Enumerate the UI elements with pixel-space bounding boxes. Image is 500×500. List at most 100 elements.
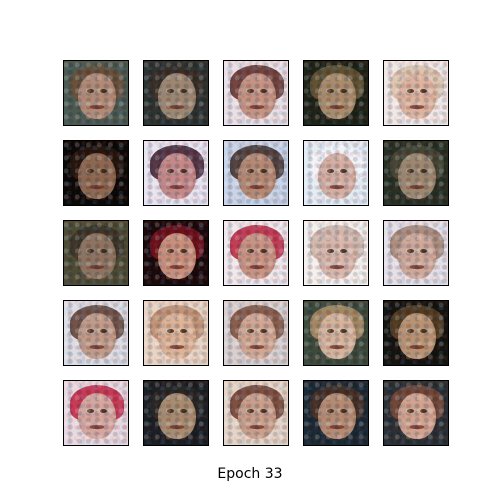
face-shape xyxy=(158,233,196,279)
face-shape xyxy=(238,153,276,199)
mouth-shape xyxy=(410,265,424,269)
gan-noise-overlay xyxy=(384,221,448,285)
face-shape xyxy=(318,153,356,199)
left-eye xyxy=(327,249,334,253)
right-eye xyxy=(180,169,187,173)
right-eye xyxy=(420,409,427,413)
right-eye xyxy=(340,409,347,413)
left-eye xyxy=(407,329,414,333)
epoch-caption: Epoch 33 xyxy=(217,466,283,482)
mouth-shape xyxy=(330,345,344,349)
gan-noise-overlay xyxy=(304,301,368,365)
mouth-shape xyxy=(330,105,344,109)
face-shape xyxy=(78,153,116,199)
face-shape xyxy=(158,153,196,199)
gan-noise-overlay xyxy=(144,141,208,205)
generated-image-tile xyxy=(303,300,369,366)
generated-image-tile xyxy=(143,220,209,286)
gan-noise-overlay xyxy=(304,141,368,205)
mouth-shape xyxy=(410,425,424,429)
gan-noise-overlay xyxy=(224,301,288,365)
gan-noise-overlay xyxy=(384,141,448,205)
generated-image-tile xyxy=(303,60,369,126)
right-eye xyxy=(260,409,267,413)
left-eye xyxy=(167,169,174,173)
left-eye xyxy=(247,329,254,333)
mouth-shape xyxy=(170,185,184,189)
left-eye xyxy=(327,329,334,333)
gan-noise-overlay xyxy=(64,221,128,285)
gan-noise-overlay xyxy=(144,381,208,445)
face-shape xyxy=(158,313,196,359)
generated-image-tile xyxy=(63,300,129,366)
right-eye xyxy=(340,169,347,173)
right-eye xyxy=(100,249,107,253)
gan-noise-overlay xyxy=(144,221,208,285)
face-shape xyxy=(398,233,436,279)
generated-image-tile xyxy=(143,300,209,366)
right-eye xyxy=(420,329,427,333)
gan-noise-overlay xyxy=(144,61,208,125)
gan-noise-overlay xyxy=(64,381,128,445)
left-eye xyxy=(407,249,414,253)
mouth-shape xyxy=(330,185,344,189)
gan-noise-overlay xyxy=(224,61,288,125)
generated-image-tile xyxy=(383,220,449,286)
face-shape xyxy=(318,73,356,119)
face-shape xyxy=(78,233,116,279)
generated-image-tile xyxy=(383,300,449,366)
gan-noise-overlay xyxy=(304,381,368,445)
face-shape xyxy=(158,393,196,439)
mouth-shape xyxy=(170,345,184,349)
left-eye xyxy=(167,249,174,253)
generated-image-tile xyxy=(63,140,129,206)
mouth-shape xyxy=(90,265,104,269)
gan-noise-overlay xyxy=(224,381,288,445)
generated-image-tile xyxy=(223,220,289,286)
right-eye xyxy=(340,329,347,333)
right-eye xyxy=(180,409,187,413)
right-eye xyxy=(260,89,267,93)
right-eye xyxy=(260,329,267,333)
face-shape xyxy=(238,73,276,119)
gan-noise-overlay xyxy=(64,301,128,365)
left-eye xyxy=(87,89,94,93)
left-eye xyxy=(87,329,94,333)
gan-noise-overlay xyxy=(304,221,368,285)
generated-image-tile xyxy=(63,380,129,446)
mouth-shape xyxy=(410,105,424,109)
mouth-shape xyxy=(170,105,184,109)
generated-image-tile xyxy=(223,300,289,366)
face-shape xyxy=(318,233,356,279)
right-eye xyxy=(340,89,347,93)
left-eye xyxy=(407,169,414,173)
mouth-shape xyxy=(250,265,264,269)
gan-noise-overlay xyxy=(384,381,448,445)
left-eye xyxy=(407,409,414,413)
generated-image-tile xyxy=(383,60,449,126)
face-shape xyxy=(318,393,356,439)
generated-image-tile xyxy=(303,380,369,446)
left-eye xyxy=(167,329,174,333)
generated-image-tile xyxy=(63,220,129,286)
left-eye xyxy=(247,89,254,93)
face-shape xyxy=(398,313,436,359)
left-eye xyxy=(167,409,174,413)
right-eye xyxy=(340,249,347,253)
left-eye xyxy=(247,169,254,173)
face-shape xyxy=(318,313,356,359)
mouth-shape xyxy=(170,265,184,269)
face-shape xyxy=(398,393,436,439)
generated-image-tile xyxy=(143,140,209,206)
left-eye xyxy=(167,89,174,93)
generated-image-tile xyxy=(63,60,129,126)
right-eye xyxy=(420,89,427,93)
gan-noise-overlay xyxy=(144,301,208,365)
right-eye xyxy=(260,169,267,173)
right-eye xyxy=(420,169,427,173)
gan-noise-overlay xyxy=(224,141,288,205)
right-eye xyxy=(180,89,187,93)
face-shape xyxy=(78,73,116,119)
face-shape xyxy=(158,73,196,119)
